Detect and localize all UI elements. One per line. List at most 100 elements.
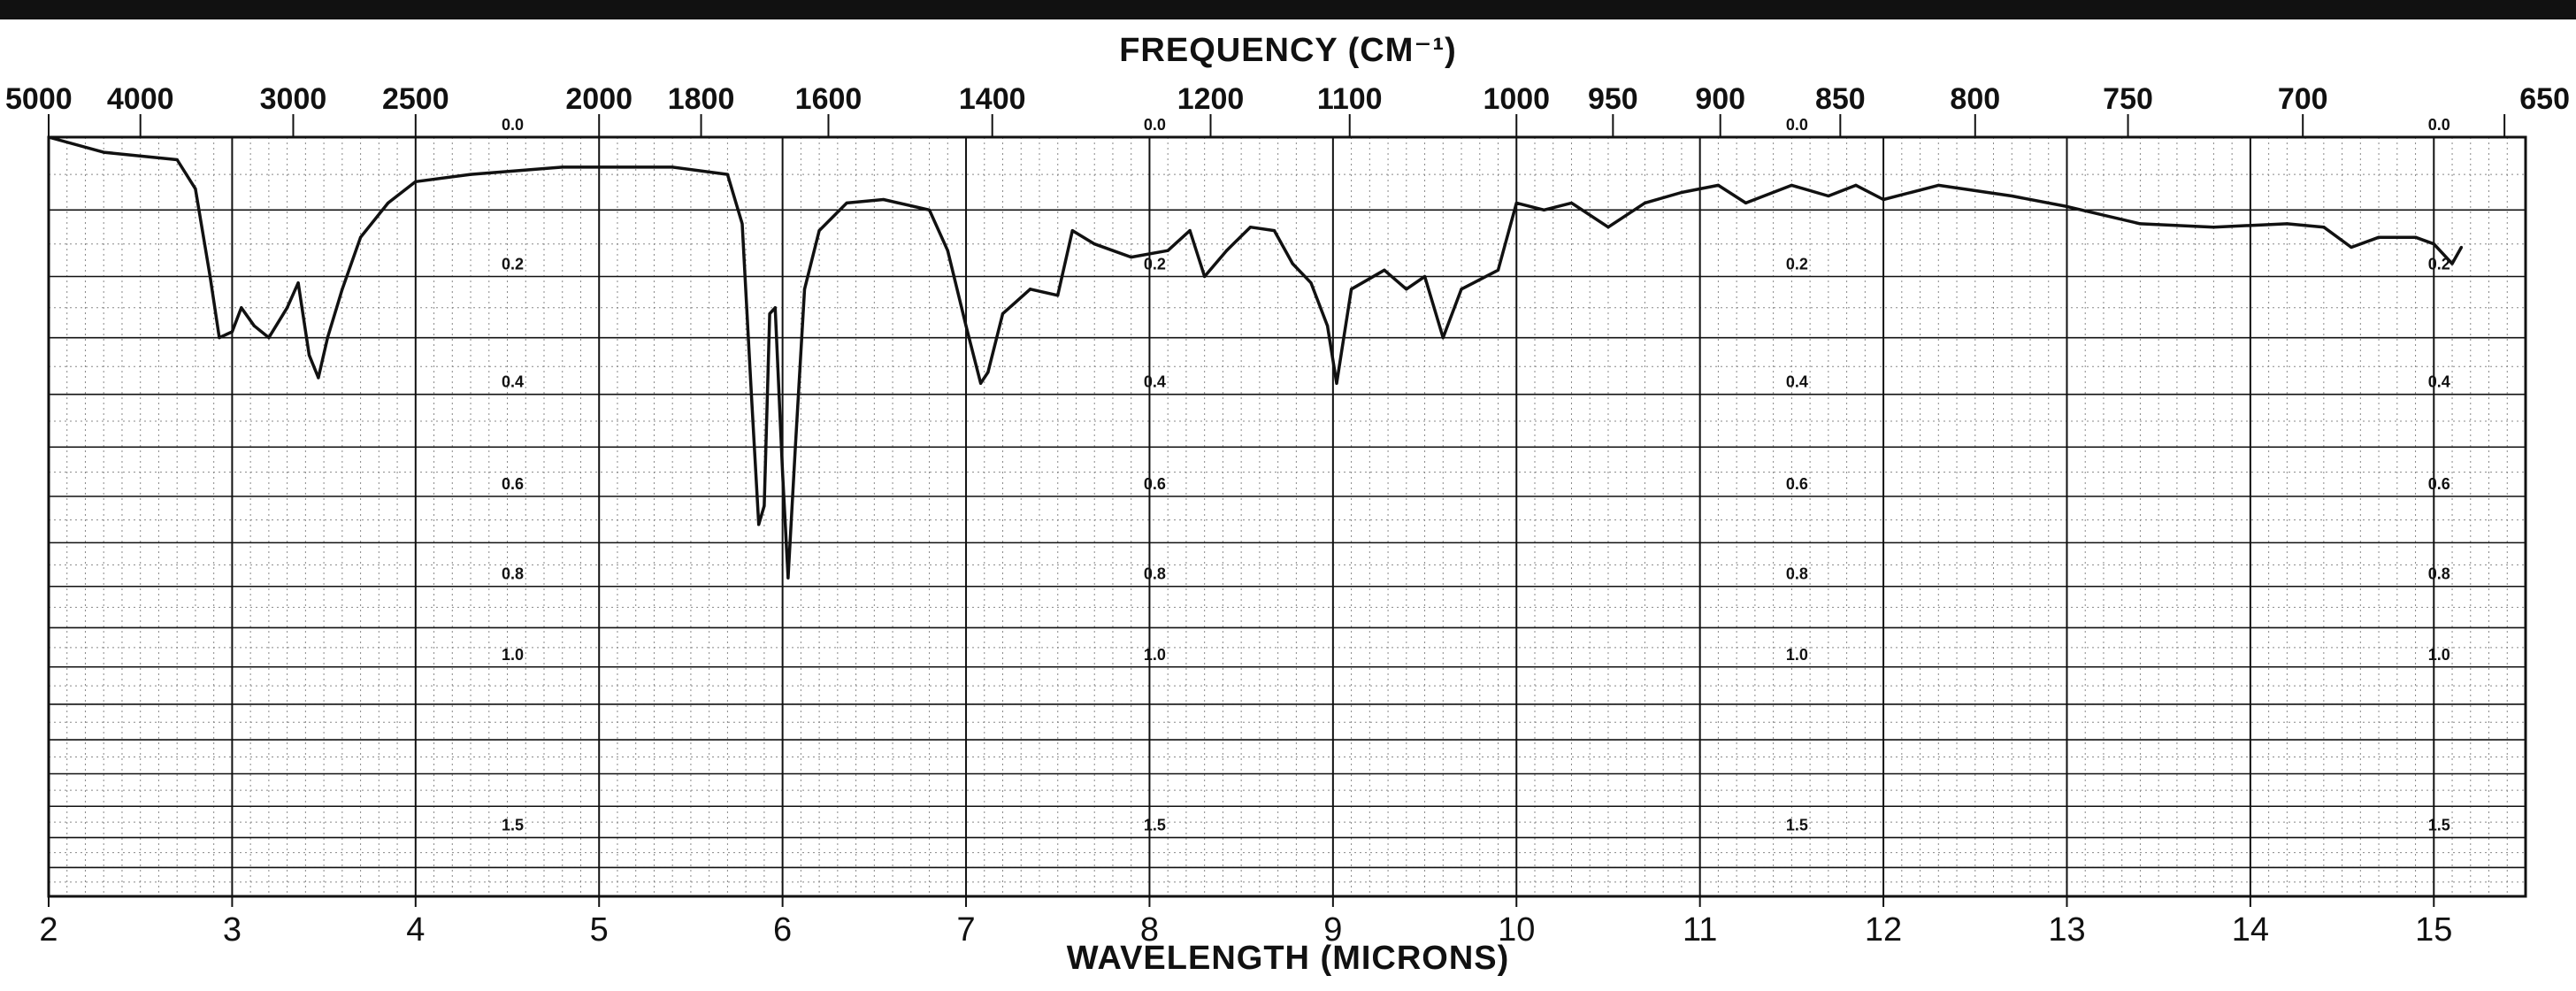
spectrum-point — [194, 187, 197, 191]
absorbance-tick-label: 0.8 — [1786, 565, 1808, 583]
spectrum-point — [1203, 274, 1207, 279]
wavelength-tick-label: 8 — [1140, 911, 1159, 949]
spectrum-point — [218, 336, 221, 340]
spectrum-point — [1248, 226, 1253, 229]
spectrum-point — [1326, 324, 1330, 327]
spectrum-point — [1827, 194, 1830, 198]
absorbance-tick-label: 0.2 — [2428, 255, 2450, 273]
absorbance-tick-label: 0.6 — [2428, 475, 2450, 493]
frequency-tick-label: 3000 — [260, 82, 327, 116]
spectrum-point — [2450, 262, 2454, 265]
wavelength-tick-label: 15 — [2415, 911, 2452, 949]
frequency-tick-label: 5000 — [5, 82, 73, 116]
absorbance-tick-label: 1.5 — [2428, 817, 2450, 834]
frequency-tick-label: 1000 — [1483, 82, 1550, 116]
spectrum-point — [1514, 201, 1518, 205]
spectrum-point — [2413, 235, 2418, 239]
spectrum-point — [2010, 194, 2013, 198]
absorbance-tick-label: 1.5 — [502, 817, 524, 834]
wavelength-tick-label: 7 — [956, 911, 975, 949]
absorbance-tick-label: 0.2 — [1144, 255, 1166, 273]
absorbance-tick-label: 1.5 — [1144, 817, 1166, 834]
spectrum-point — [749, 393, 753, 396]
spectrum-point — [786, 576, 790, 580]
top-border-bar — [0, 0, 2576, 19]
spectrum-point — [964, 324, 968, 327]
spectrum-point — [1335, 381, 1338, 385]
spectrum-point — [1070, 228, 1074, 233]
frequency-tick-label: 950 — [1588, 82, 1638, 116]
plot-frame — [47, 135, 2527, 898]
absorbance-tick-label: 1.0 — [502, 646, 524, 664]
spectrum-point — [740, 222, 744, 226]
wavelength-tick-label: 5 — [590, 911, 609, 949]
absorbance-tick-label: 0.4 — [1786, 373, 1808, 391]
spectrum-point — [1056, 294, 1060, 297]
spectrum-point — [47, 135, 50, 139]
frequency-tick-label: 2500 — [382, 82, 449, 116]
spectrum-point — [2432, 242, 2435, 246]
spectrum-point — [1441, 336, 1445, 340]
absorbance-tick-label: 0.0 — [502, 116, 524, 134]
absorbance-tick-label: 0.4 — [502, 373, 524, 391]
spectrum-point — [1716, 183, 1721, 187]
frequency-tick-label: 1400 — [959, 82, 1026, 116]
frequency-tick-label: 1600 — [795, 82, 862, 116]
spectrum-point — [763, 504, 766, 508]
absorbance-tick-label: 0.0 — [2428, 116, 2450, 134]
frequency-tick-label: 900 — [1695, 82, 1745, 116]
wavelength-tick-label: 10 — [1498, 911, 1535, 949]
spectrum-point — [1166, 249, 1169, 252]
spectrum-point — [817, 228, 821, 233]
spectrum-point — [2377, 235, 2380, 239]
spectrum-point — [267, 336, 271, 340]
spectrum-point — [469, 173, 472, 176]
spectrum-point — [757, 523, 761, 526]
wavelength-tick-label: 13 — [2048, 911, 2085, 949]
wavelength-tick-label: 14 — [2232, 911, 2269, 949]
frequency-tick-label: 800 — [1950, 82, 2000, 116]
absorbance-tick-label: 0.4 — [1144, 373, 1166, 391]
spectrum-point — [1000, 312, 1005, 316]
spectrum-point — [1272, 228, 1276, 233]
absorbance-tick-label: 0.8 — [2428, 565, 2450, 583]
spectrum-point — [175, 157, 179, 162]
spectrum-point — [387, 201, 390, 205]
spectrum-point — [1744, 201, 1748, 205]
wavelength-tick-label: 2 — [39, 911, 58, 949]
frequency-tick-label: 750 — [2103, 82, 2153, 116]
wavelength-tick-label: 4 — [406, 911, 425, 949]
spectrum-point — [317, 376, 320, 380]
spectrum-point — [2322, 226, 2326, 229]
spectrum-point — [1130, 256, 1133, 259]
spectrum-point — [561, 165, 564, 169]
spectrum-point — [1643, 201, 1647, 205]
frequency-axis-title: FREQUENCY (CM⁻¹) — [1119, 32, 1457, 69]
spectrum-point — [1349, 288, 1353, 291]
spectrum-point — [1606, 226, 1610, 229]
frequency-tick-label: 1200 — [1177, 82, 1245, 116]
absorbance-tick-label: 1.0 — [2428, 646, 2450, 664]
spectrum-point — [1309, 281, 1313, 285]
spectrum-point — [358, 235, 363, 239]
spectrum-point — [1936, 183, 1940, 187]
spectrum-point — [2459, 245, 2464, 250]
absorbance-tick-label: 1.0 — [1786, 646, 1808, 664]
spectrum-point — [1405, 288, 1408, 291]
spectrum-point — [946, 249, 949, 252]
absorbance-tick-label: 0.2 — [502, 255, 524, 273]
frequency-tick-label: 850 — [1815, 82, 1866, 116]
absorbance-tick-label: 0.6 — [1144, 475, 1166, 493]
absorbance-tick-label: 1.5 — [1786, 817, 1808, 834]
frequency-tick-label: 650 — [2519, 82, 2570, 116]
spectrum-point — [341, 288, 344, 291]
spectrum-point — [773, 306, 777, 310]
spectrum-point — [208, 274, 212, 279]
wavelength-tick-label: 3 — [223, 911, 242, 949]
spectrum-point — [845, 201, 848, 205]
spectrum-point — [1224, 249, 1229, 252]
absorbance-tick-label: 1.0 — [1144, 646, 1166, 664]
spectrum-point — [296, 281, 300, 285]
spectrum-point — [2212, 226, 2216, 229]
wavelength-tick-label: 11 — [1683, 911, 1717, 949]
